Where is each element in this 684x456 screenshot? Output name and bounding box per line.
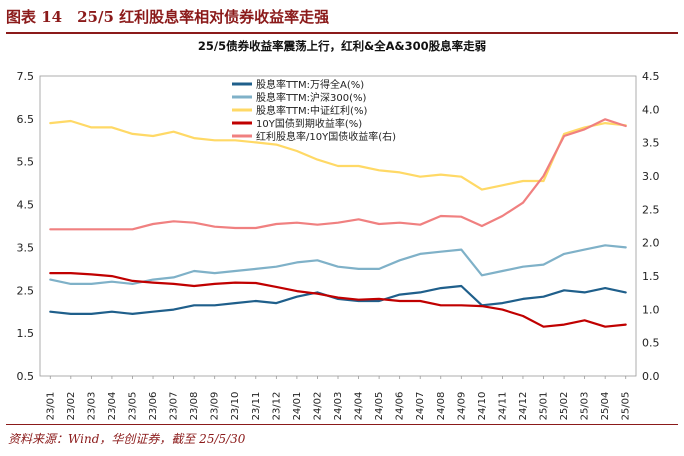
legend: 股息率TTM:万得全A(%)股息率TTM:沪深300(%)股息率TTM:中证红利… bbox=[232, 78, 396, 143]
y-right-tick-label: 2.0 bbox=[642, 237, 660, 250]
y-right-tick-label: 0.5 bbox=[642, 337, 660, 350]
legend-label: 10Y国债到期收益率(%) bbox=[256, 117, 362, 130]
legend-label: 股息率TTM:沪深300(%) bbox=[256, 91, 367, 104]
x-tick-label: 24/10 bbox=[477, 392, 488, 421]
x-tick-label: 23/08 bbox=[189, 392, 200, 421]
x-tick-label: 23/11 bbox=[251, 392, 262, 421]
x-tick-label: 25/05 bbox=[621, 392, 632, 421]
y-left-tick-label: 5.5 bbox=[17, 156, 35, 169]
footer-rule bbox=[6, 424, 678, 425]
legend-label: 红利股息率/10Y国债收益率(右) bbox=[256, 130, 396, 143]
chart-title: 25/5债券收益率震荡上行，红利&全A&300股息率走弱 bbox=[198, 39, 486, 53]
x-tick-label: 24/05 bbox=[374, 392, 385, 421]
x-tick-label: 23/07 bbox=[169, 392, 180, 421]
x-tick-label: 23/04 bbox=[107, 392, 118, 421]
x-tick-label: 24/06 bbox=[395, 392, 406, 421]
y-right-tick-label: 4.5 bbox=[642, 70, 660, 83]
y-left-tick-label: 4.5 bbox=[17, 199, 35, 212]
line-chart: 25/5债券收益率震荡上行，红利&全A&300股息率走弱 7.5 6.5 5.5 4.… bbox=[17, 39, 660, 421]
series-line-1 bbox=[49, 244, 627, 285]
series-lines bbox=[49, 118, 627, 328]
left-axis: 7.5 6.5 5.5 4.5 3.5 2.5 1.5 0.5 bbox=[17, 70, 35, 383]
source-note: 资料来源：Wind，华创证券，截至 25/5/30 bbox=[8, 432, 246, 446]
series-line-2 bbox=[49, 119, 627, 191]
header-rule bbox=[6, 32, 678, 34]
y-right-tick-label: 1.0 bbox=[642, 303, 660, 316]
x-axis: 23/01 23/02 23/03 23/04 23/05 23/06 23/07 23/08… bbox=[45, 376, 632, 421]
y-left-tick-label: 7.5 bbox=[17, 70, 35, 83]
x-tick-label: 23/03 bbox=[86, 392, 97, 421]
y-left-tick-label: 1.5 bbox=[17, 327, 35, 340]
series-line-3 bbox=[49, 272, 627, 328]
x-tick-label: 25/04 bbox=[600, 392, 611, 421]
x-tick-label: 25/02 bbox=[559, 392, 570, 421]
x-tick-label: 23/10 bbox=[230, 392, 241, 421]
y-left-tick-label: 0.5 bbox=[17, 370, 35, 383]
x-tick-label: 23/12 bbox=[271, 392, 282, 421]
y-right-tick-label: 3.5 bbox=[642, 137, 660, 150]
x-tick-label: 23/02 bbox=[66, 392, 77, 421]
x-tick-label: 24/07 bbox=[415, 392, 426, 421]
figure-header: 图表 14 25/5 红利股息率相对债券收益率走强 bbox=[6, 8, 330, 26]
y-right-tick-label: 0.0 bbox=[642, 370, 660, 383]
x-tick-label: 23/09 bbox=[210, 392, 221, 421]
series-line-4 bbox=[49, 118, 627, 231]
x-tick-label: 24/11 bbox=[497, 392, 508, 421]
y-left-tick-label: 3.5 bbox=[17, 241, 35, 254]
series-line-0 bbox=[49, 284, 627, 315]
y-right-tick-label: 3.0 bbox=[642, 170, 660, 183]
x-tick-label: 24/12 bbox=[518, 392, 529, 421]
x-tick-label: 24/02 bbox=[312, 392, 323, 421]
x-tick-label: 25/03 bbox=[580, 392, 591, 421]
y-right-tick-label: 2.5 bbox=[642, 203, 660, 216]
x-tick-label: 24/09 bbox=[456, 392, 467, 421]
x-tick-label: 24/01 bbox=[292, 392, 303, 421]
x-tick-label: 24/04 bbox=[354, 392, 365, 421]
y-right-tick-label: 1.5 bbox=[642, 270, 660, 283]
y-left-tick-label: 2.5 bbox=[17, 284, 35, 297]
x-tick-label: 23/01 bbox=[45, 392, 56, 421]
right-axis: 4.5 4.0 3.5 3.0 2.5 2.0 1.5 1.0 0.5 0.0 bbox=[642, 70, 660, 383]
x-tick-label: 23/05 bbox=[127, 392, 138, 421]
x-tick-label: 24/08 bbox=[436, 392, 447, 421]
legend-label: 股息率TTM:万得全A(%) bbox=[256, 78, 364, 91]
x-tick-label: 25/01 bbox=[539, 392, 550, 421]
x-tick-label: 24/03 bbox=[333, 392, 344, 421]
legend-label: 股息率TTM:中证红利(%) bbox=[256, 104, 367, 117]
y-right-tick-label: 4.0 bbox=[642, 103, 660, 116]
x-tick-label: 23/06 bbox=[148, 392, 159, 421]
y-left-tick-label: 6.5 bbox=[17, 113, 35, 126]
